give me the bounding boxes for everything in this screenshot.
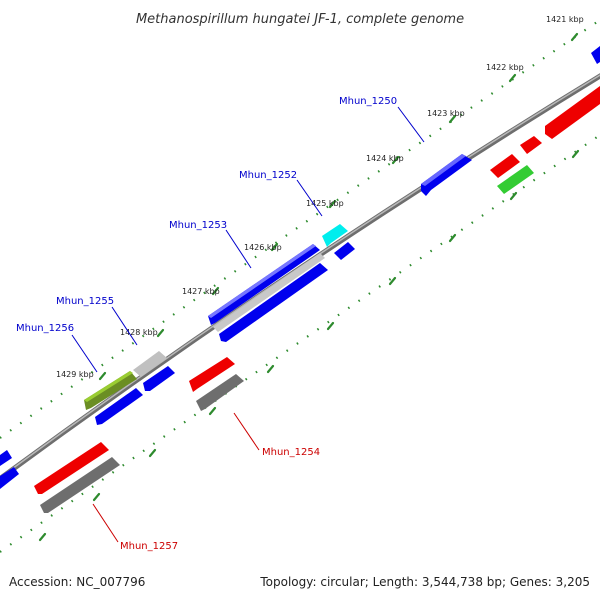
accession-text: Accession: NC_007796 (9, 575, 145, 589)
leader-mhun-1253 (225, 229, 252, 269)
tick-mark-1422 (508, 73, 517, 83)
gene-blue-long-lower[interactable] (219, 263, 328, 342)
gene-mhun-1256[interactable] (84, 371, 137, 410)
tick-mark-1424 (391, 155, 400, 165)
tick-label-1426: 1426 kbp (244, 243, 282, 252)
genome-summary-text: Topology: circular; Length: 3,544,738 bp… (259, 575, 590, 589)
gene-mhun-1254[interactable] (196, 374, 244, 411)
gene-red-right-1[interactable] (545, 86, 600, 139)
tick-label-1425: 1425 kbp (306, 199, 344, 208)
reverse-strand-genes (34, 86, 600, 513)
inner-tick-7 (208, 406, 217, 416)
inner-tick-5 (326, 321, 335, 331)
leader-mhun-1256 (71, 334, 98, 373)
tick-mark-1426 (270, 242, 279, 252)
gene-mhun-1255[interactable] (133, 351, 167, 377)
inner-tick-2 (509, 191, 518, 201)
tick-labels: 1421 kbp 1422 kbp 1423 kbp 1424 kbp 1425… (56, 15, 584, 379)
label-mhun-1255[interactable]: Mhun_1255 (56, 296, 114, 307)
inner-tick-ring (0, 134, 600, 553)
tick-mark-1425 (328, 199, 337, 209)
leader-mhun-1257 (92, 503, 119, 543)
tick-label-1424: 1424 kbp (366, 154, 404, 163)
gene-small-blue[interactable] (334, 242, 355, 260)
gene-blue-mid[interactable] (143, 366, 175, 391)
gene-blue-lower-left[interactable] (95, 388, 143, 425)
gene-labels: Mhun_1250 Mhun_1252 Mhun_1253 Mhun_1255 … (16, 96, 397, 552)
inner-tick-8 (148, 448, 157, 458)
tick-label-1423: 1423 kbp (427, 109, 465, 118)
leader-mhun-1254 (233, 412, 260, 451)
forward-strand-genes (0, 46, 600, 489)
gene-mhun-1256-top (84, 371, 133, 402)
gene-left-edge-blue-2[interactable] (0, 467, 19, 489)
gene-mhun-1250[interactable] (421, 154, 472, 196)
gene-gray-long[interactable] (213, 253, 325, 332)
tick-mark-1427 (211, 286, 220, 296)
tick-mark-1428 (156, 328, 165, 338)
label-mhun-1253[interactable]: Mhun_1253 (169, 220, 227, 231)
gene-red-right-2[interactable] (490, 154, 520, 178)
inner-tick-10 (38, 532, 47, 542)
label-mhun-1256[interactable]: Mhun_1256 (16, 323, 74, 334)
inner-tick-6 (266, 364, 275, 374)
gene-mhun-1253-top (208, 244, 316, 318)
gene-mhun-1257[interactable] (40, 457, 120, 513)
outer-major-ticks (98, 32, 579, 381)
label-mhun-1254[interactable]: Mhun_1254 (262, 447, 320, 458)
inner-tick-3 (448, 233, 457, 243)
leader-mhun-1255 (111, 306, 138, 346)
tick-label-1422: 1422 kbp (486, 63, 524, 72)
chromosome-backbone-highlight (0, 74, 600, 479)
inner-tick-4 (388, 276, 397, 286)
tick-mark-1429 (98, 371, 107, 381)
tick-label-1428: 1428 kbp (120, 328, 158, 337)
label-leader-lines (71, 106, 425, 543)
gene-left-edge-blue-1[interactable] (0, 450, 12, 466)
gene-right-edge-blue[interactable] (591, 46, 600, 64)
tick-label-1429: 1429 kbp (56, 370, 94, 379)
inner-tick-1 (571, 149, 580, 159)
gene-mhun-1253[interactable] (208, 244, 320, 325)
inner-major-ticks (38, 149, 580, 542)
tick-label-1421: 1421 kbp (546, 15, 584, 24)
gene-red-mid[interactable] (189, 357, 235, 392)
leader-mhun-1252 (296, 179, 323, 217)
gene-red-right-small[interactable] (520, 136, 542, 154)
gene-mhun-1250-top (421, 154, 466, 186)
gene-mhun-1252[interactable] (322, 224, 348, 247)
label-mhun-1252[interactable]: Mhun_1252 (239, 170, 297, 181)
map-title: Methanospirillum hungatei JF-1, complete… (136, 12, 464, 27)
tick-label-1427: 1427 kbp (182, 287, 220, 296)
label-mhun-1257[interactable]: Mhun_1257 (120, 541, 178, 552)
gene-red-bottom-left[interactable] (34, 442, 109, 494)
inner-tick-9 (92, 492, 101, 502)
label-mhun-1250[interactable]: Mhun_1250 (339, 96, 397, 107)
tick-mark-1423 (448, 114, 457, 124)
tick-mark-1421 (570, 32, 579, 42)
leader-mhun-1250 (397, 106, 425, 143)
gene-green[interactable] (497, 165, 534, 194)
